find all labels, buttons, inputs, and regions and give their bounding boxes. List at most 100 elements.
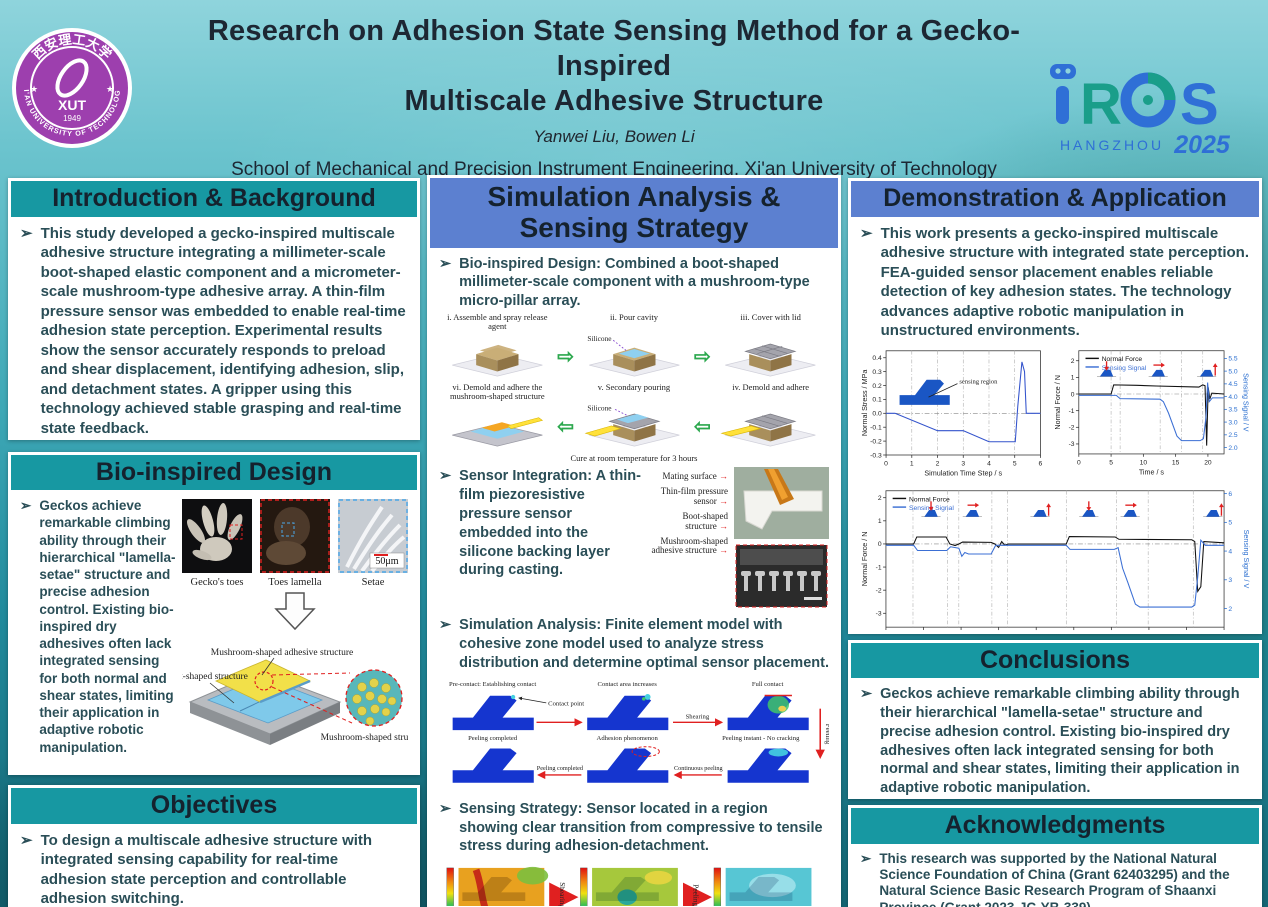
- svg-text:Sensing Signal / V: Sensing Signal / V: [1242, 373, 1250, 432]
- fab-step-label: v. Secondary pouring: [597, 383, 671, 393]
- svg-text:5.0: 5.0: [1228, 368, 1238, 375]
- svg-text:2: 2: [1071, 358, 1075, 365]
- svg-text:Time / s: Time / s: [1139, 468, 1165, 476]
- contour-full-contact: [580, 867, 678, 906]
- svg-text:20: 20: [1204, 459, 1212, 466]
- svg-text:0.2: 0.2: [872, 382, 882, 389]
- section-bio-design: Bio-inspired Design ➢ Geckos achieve rema…: [8, 451, 420, 775]
- fab-step-label: i. Assemble and spray release agent: [447, 313, 548, 332]
- sim-bullet-3: ➢ Simulation Analysis: Finite element mod…: [439, 617, 829, 671]
- svg-text:Sensing Signal / V: Sensing Signal / V: [1242, 529, 1250, 588]
- fab-step-label: iv. Demold and adhere: [732, 383, 810, 393]
- svg-text:R: R: [1080, 72, 1122, 137]
- section-title-acknowledgments: Acknowledgments: [851, 808, 1259, 844]
- svg-text:0: 0: [1077, 459, 1081, 466]
- iros-year: 2025: [1173, 131, 1231, 159]
- svg-text:2: 2: [878, 495, 882, 502]
- gecko-toes-photo: [182, 499, 252, 573]
- contour-peeling: [713, 867, 812, 906]
- sim-bullet-1: ➢ Bio-inspired Design: Combined a boot-sh…: [439, 255, 810, 310]
- page-title-line1: Research on Adhesion State Sensing Metho…: [207, 15, 1021, 82]
- svg-text:Normal Stress / MPa: Normal Stress / MPa: [860, 368, 869, 436]
- fab-arrow-left-icon: ⇦: [557, 416, 575, 439]
- svg-text:-0.2: -0.2: [870, 438, 882, 445]
- section-title-demo: Demonstration & Application: [851, 181, 1259, 217]
- svg-text:3: 3: [1228, 577, 1232, 584]
- intro-bullet: ➢ This study developed a gecko-inspired m…: [20, 224, 406, 437]
- svg-text:-1: -1: [876, 564, 882, 571]
- sensor-figure: [734, 467, 829, 614]
- svg-text:-3: -3: [876, 610, 882, 617]
- svg-text:2: 2: [936, 460, 940, 467]
- silicone-label: Silicone: [587, 334, 612, 343]
- svg-text:-0.3: -0.3: [870, 452, 882, 459]
- photo-caption: Setae: [362, 577, 385, 588]
- section-conclusions: Conclusions ➢ Geckos achieve remarkable c…: [848, 639, 1262, 799]
- svg-text:10: 10: [1140, 459, 1148, 466]
- section-title-conclusions: Conclusions: [851, 642, 1259, 678]
- fab-arrow-left-icon: ⇦: [693, 416, 711, 439]
- section-title-bio: Bio-inspired Design: [11, 454, 417, 490]
- fab-step-v: Silicone: [584, 403, 680, 447]
- svg-text:6: 6: [1039, 460, 1043, 467]
- svg-text:0.1: 0.1: [872, 396, 882, 403]
- iros-city: HANGZHOU: [1060, 137, 1164, 153]
- red-arrow-icon: →: [719, 545, 728, 556]
- svg-text:-3: -3: [1069, 441, 1075, 448]
- svg-text:4: 4: [987, 460, 991, 467]
- contour-arrow-label: Peeling: [691, 884, 700, 905]
- xut-logo: 西安理工大学 XI'AN UNIVERSITY OF TECHNOLOGY ★★…: [7, 19, 134, 155]
- diagram-label-left: Boot-shaped structure: [182, 672, 248, 682]
- svg-text:2: 2: [1228, 605, 1232, 612]
- silicone-label: Silicone: [587, 403, 612, 412]
- fea-caption: Adhesion phenomenon: [597, 735, 659, 742]
- svg-text:4: 4: [1228, 548, 1232, 555]
- svg-text:2.5: 2.5: [1228, 432, 1238, 439]
- contour-figure: Shearing Peeling: [446, 867, 812, 906]
- fea-arrow-label: Continuous peeling: [674, 765, 723, 772]
- svg-text:0: 0: [878, 541, 882, 548]
- svg-text:Normal Force / N: Normal Force / N: [1054, 375, 1062, 429]
- section-acknowledgments: Acknowledgments ➢ This research was suppo…: [848, 805, 1262, 907]
- fab-step-i: [452, 345, 543, 377]
- fea-shearing-label: Shearing: [686, 713, 710, 720]
- conclusions-bullet: ➢ Geckos achieve remarkable climbing abil…: [860, 686, 1240, 796]
- red-arrow-icon: →: [719, 471, 728, 482]
- svg-text:0: 0: [884, 460, 888, 467]
- setae-photo: 50μm: [338, 499, 408, 573]
- svg-text:3.5: 3.5: [1228, 406, 1238, 413]
- fab-step-label: ii. Pour cavity: [610, 313, 658, 323]
- fea-figure: Pre-contact: Establishing contact Contac…: [449, 681, 831, 783]
- fea-caption: Peeling instant - No cracking: [722, 735, 800, 742]
- svg-text:2.0: 2.0: [1228, 444, 1238, 451]
- fea-arrow-label: Peeling completed: [537, 765, 584, 772]
- fab-step-ii: Silicone: [587, 334, 680, 377]
- objectives-bullet: ➢ To design a multiscale adhesive structu…: [20, 831, 373, 907]
- svg-text:5: 5: [1228, 519, 1232, 526]
- fea-caption: Peeling completed: [468, 735, 518, 742]
- svg-text:1: 1: [878, 518, 882, 525]
- svg-text:★: ★: [106, 84, 114, 94]
- fab-step-vi: [452, 417, 544, 447]
- fea-caption: Full contact: [752, 681, 784, 688]
- red-arrow-icon: →: [719, 520, 728, 531]
- svg-text:Sensing Signal: Sensing Signal: [1102, 364, 1147, 371]
- bullet-arrow-icon: ➢: [20, 224, 33, 242]
- photo-caption: Toes lamella: [268, 577, 322, 588]
- sensor-figure-labels: Mating surface → Thin-film pressure sens…: [651, 471, 728, 556]
- svg-text:Simulation Time Step / s: Simulation Time Step / s: [924, 468, 1002, 477]
- cure-caption: Cure at room temperature for 3 hours: [570, 453, 698, 464]
- iros-logo: R S HANGZHOU 2025: [1042, 52, 1254, 169]
- section-demonstration: Demonstration & Application ➢ This work p…: [848, 178, 1262, 634]
- sim-bullet-4: ➢ Sensing Strategy: Sensor located in a r…: [439, 800, 823, 855]
- svg-text:1: 1: [1071, 374, 1075, 381]
- left-column: Introduction & Background ➢ This study de…: [8, 178, 420, 907]
- svg-text:5: 5: [1013, 460, 1017, 467]
- svg-text:0.3: 0.3: [872, 368, 882, 375]
- svg-text:3.0: 3.0: [1228, 419, 1238, 426]
- svg-text:S: S: [1180, 72, 1219, 137]
- down-arrow-icon: [274, 592, 316, 631]
- diagram-label-right: Mushroom-shaped structure: [321, 733, 408, 743]
- svg-text:Normal Force: Normal Force: [909, 496, 950, 503]
- red-arrow-icon: →: [719, 495, 728, 506]
